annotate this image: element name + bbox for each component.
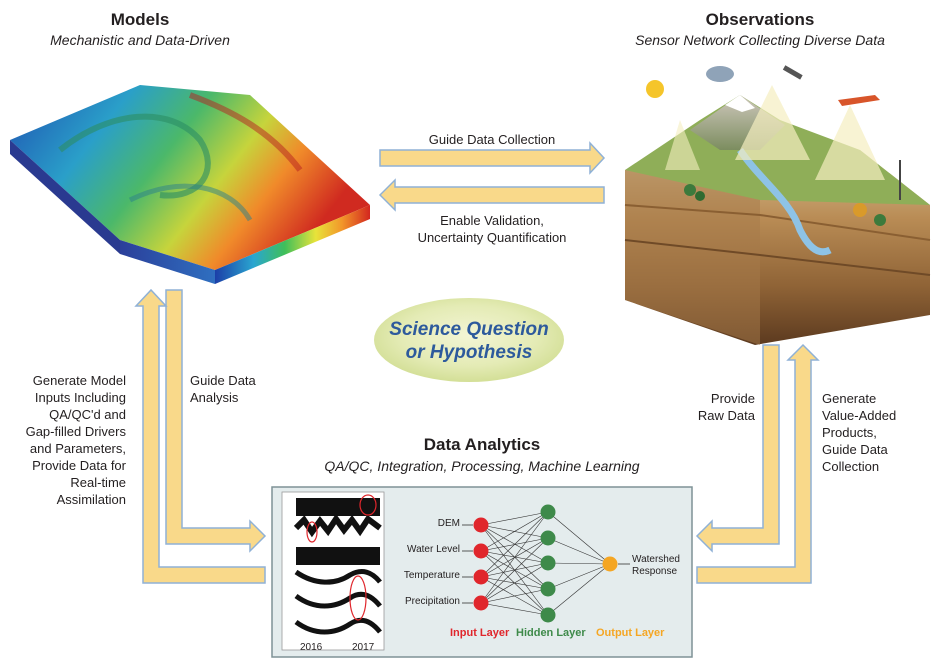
- provide-raw-data-label: Provide Raw Data: [697, 391, 755, 423]
- network-link: [480, 511, 549, 604]
- cloud-icon: [706, 66, 734, 82]
- timeseries-traces: [293, 494, 382, 635]
- timeseries-year-a: 2016: [300, 642, 323, 653]
- analytics-subtitle: QA/QC, Integration, Processing, Machine …: [324, 458, 640, 474]
- input-label-water-level: Water Level: [407, 544, 460, 555]
- network-link: [480, 562, 549, 604]
- input-node: [473, 543, 489, 559]
- timeseries-year-b: 2017: [352, 642, 375, 653]
- output-layer-label: Output Layer: [596, 627, 665, 639]
- network-link: [480, 537, 549, 604]
- hidden-node: [540, 504, 556, 520]
- input-layer-label: Input Layer: [450, 627, 510, 639]
- guide-data-analysis-arrow: [165, 289, 267, 553]
- sun-icon: [646, 80, 664, 98]
- network-link: [547, 537, 611, 565]
- input-node: [473, 569, 489, 585]
- observations-title: Observations: [705, 10, 815, 29]
- science-question-text: Science Question or Hypothesis: [389, 319, 549, 363]
- network-link: [547, 562, 611, 565]
- models-title: Models: [110, 10, 170, 29]
- input-label-dem: DEM: [437, 518, 460, 529]
- analytics-title: Data Analytics: [423, 435, 541, 454]
- models-subtitle: Mechanistic and Data-Driven: [50, 32, 230, 48]
- guide-data-collection-arrow: [379, 141, 606, 175]
- output-node: [602, 556, 618, 572]
- network-link: [480, 602, 549, 616]
- network-link: [480, 524, 549, 564]
- network-link: [547, 563, 611, 590]
- input-node: [473, 517, 489, 533]
- hidden-node: [540, 581, 556, 597]
- generate-model-inputs-arrow: [134, 288, 266, 584]
- hidden-node: [540, 555, 556, 571]
- input-node: [473, 595, 489, 611]
- satellite-icon: [782, 65, 803, 80]
- input-label-temperature: Temperature: [403, 570, 460, 581]
- generate-model-inputs-label: Generate Model Inputs Including QA/QC'd …: [25, 373, 126, 507]
- hidden-layer-label: Hidden Layer: [516, 627, 586, 639]
- enable-validation-label: Enable Validation, Uncertainty Quantific…: [417, 213, 567, 245]
- network-nodes: [473, 504, 618, 623]
- guide-data-analysis-label: Guide Data Analysis: [190, 373, 256, 405]
- network-link: [547, 563, 611, 616]
- science-question-ellipse: [374, 298, 564, 382]
- value-added-products-label: Generate Value-Added Products, Guide Dat…: [822, 391, 897, 474]
- hidden-node: [540, 607, 556, 623]
- guide-data-collection-label: Guide Data Collection: [428, 132, 556, 147]
- input-label-precipitation: Precipitation: [404, 596, 460, 607]
- network-link: [480, 511, 549, 552]
- network-link: [547, 511, 611, 565]
- network-link: [480, 511, 549, 526]
- network-link: [480, 511, 549, 578]
- output-label: Watershed Response: [632, 554, 680, 577]
- value-added-products-arrow: [696, 343, 820, 584]
- enable-validation-arrow: [378, 178, 605, 212]
- hidden-node: [540, 530, 556, 546]
- network-link: [480, 588, 549, 604]
- terrain-model-graphic: [10, 85, 370, 284]
- network-link: [480, 562, 549, 578]
- network-connections: [462, 511, 630, 616]
- observations-subtitle: Sensor Network Collecting Diverse Data: [635, 32, 885, 48]
- aircraft-icon: [838, 95, 880, 106]
- provide-raw-data-arrow: [695, 344, 780, 553]
- observation-landscape-graphic: [624, 65, 931, 345]
